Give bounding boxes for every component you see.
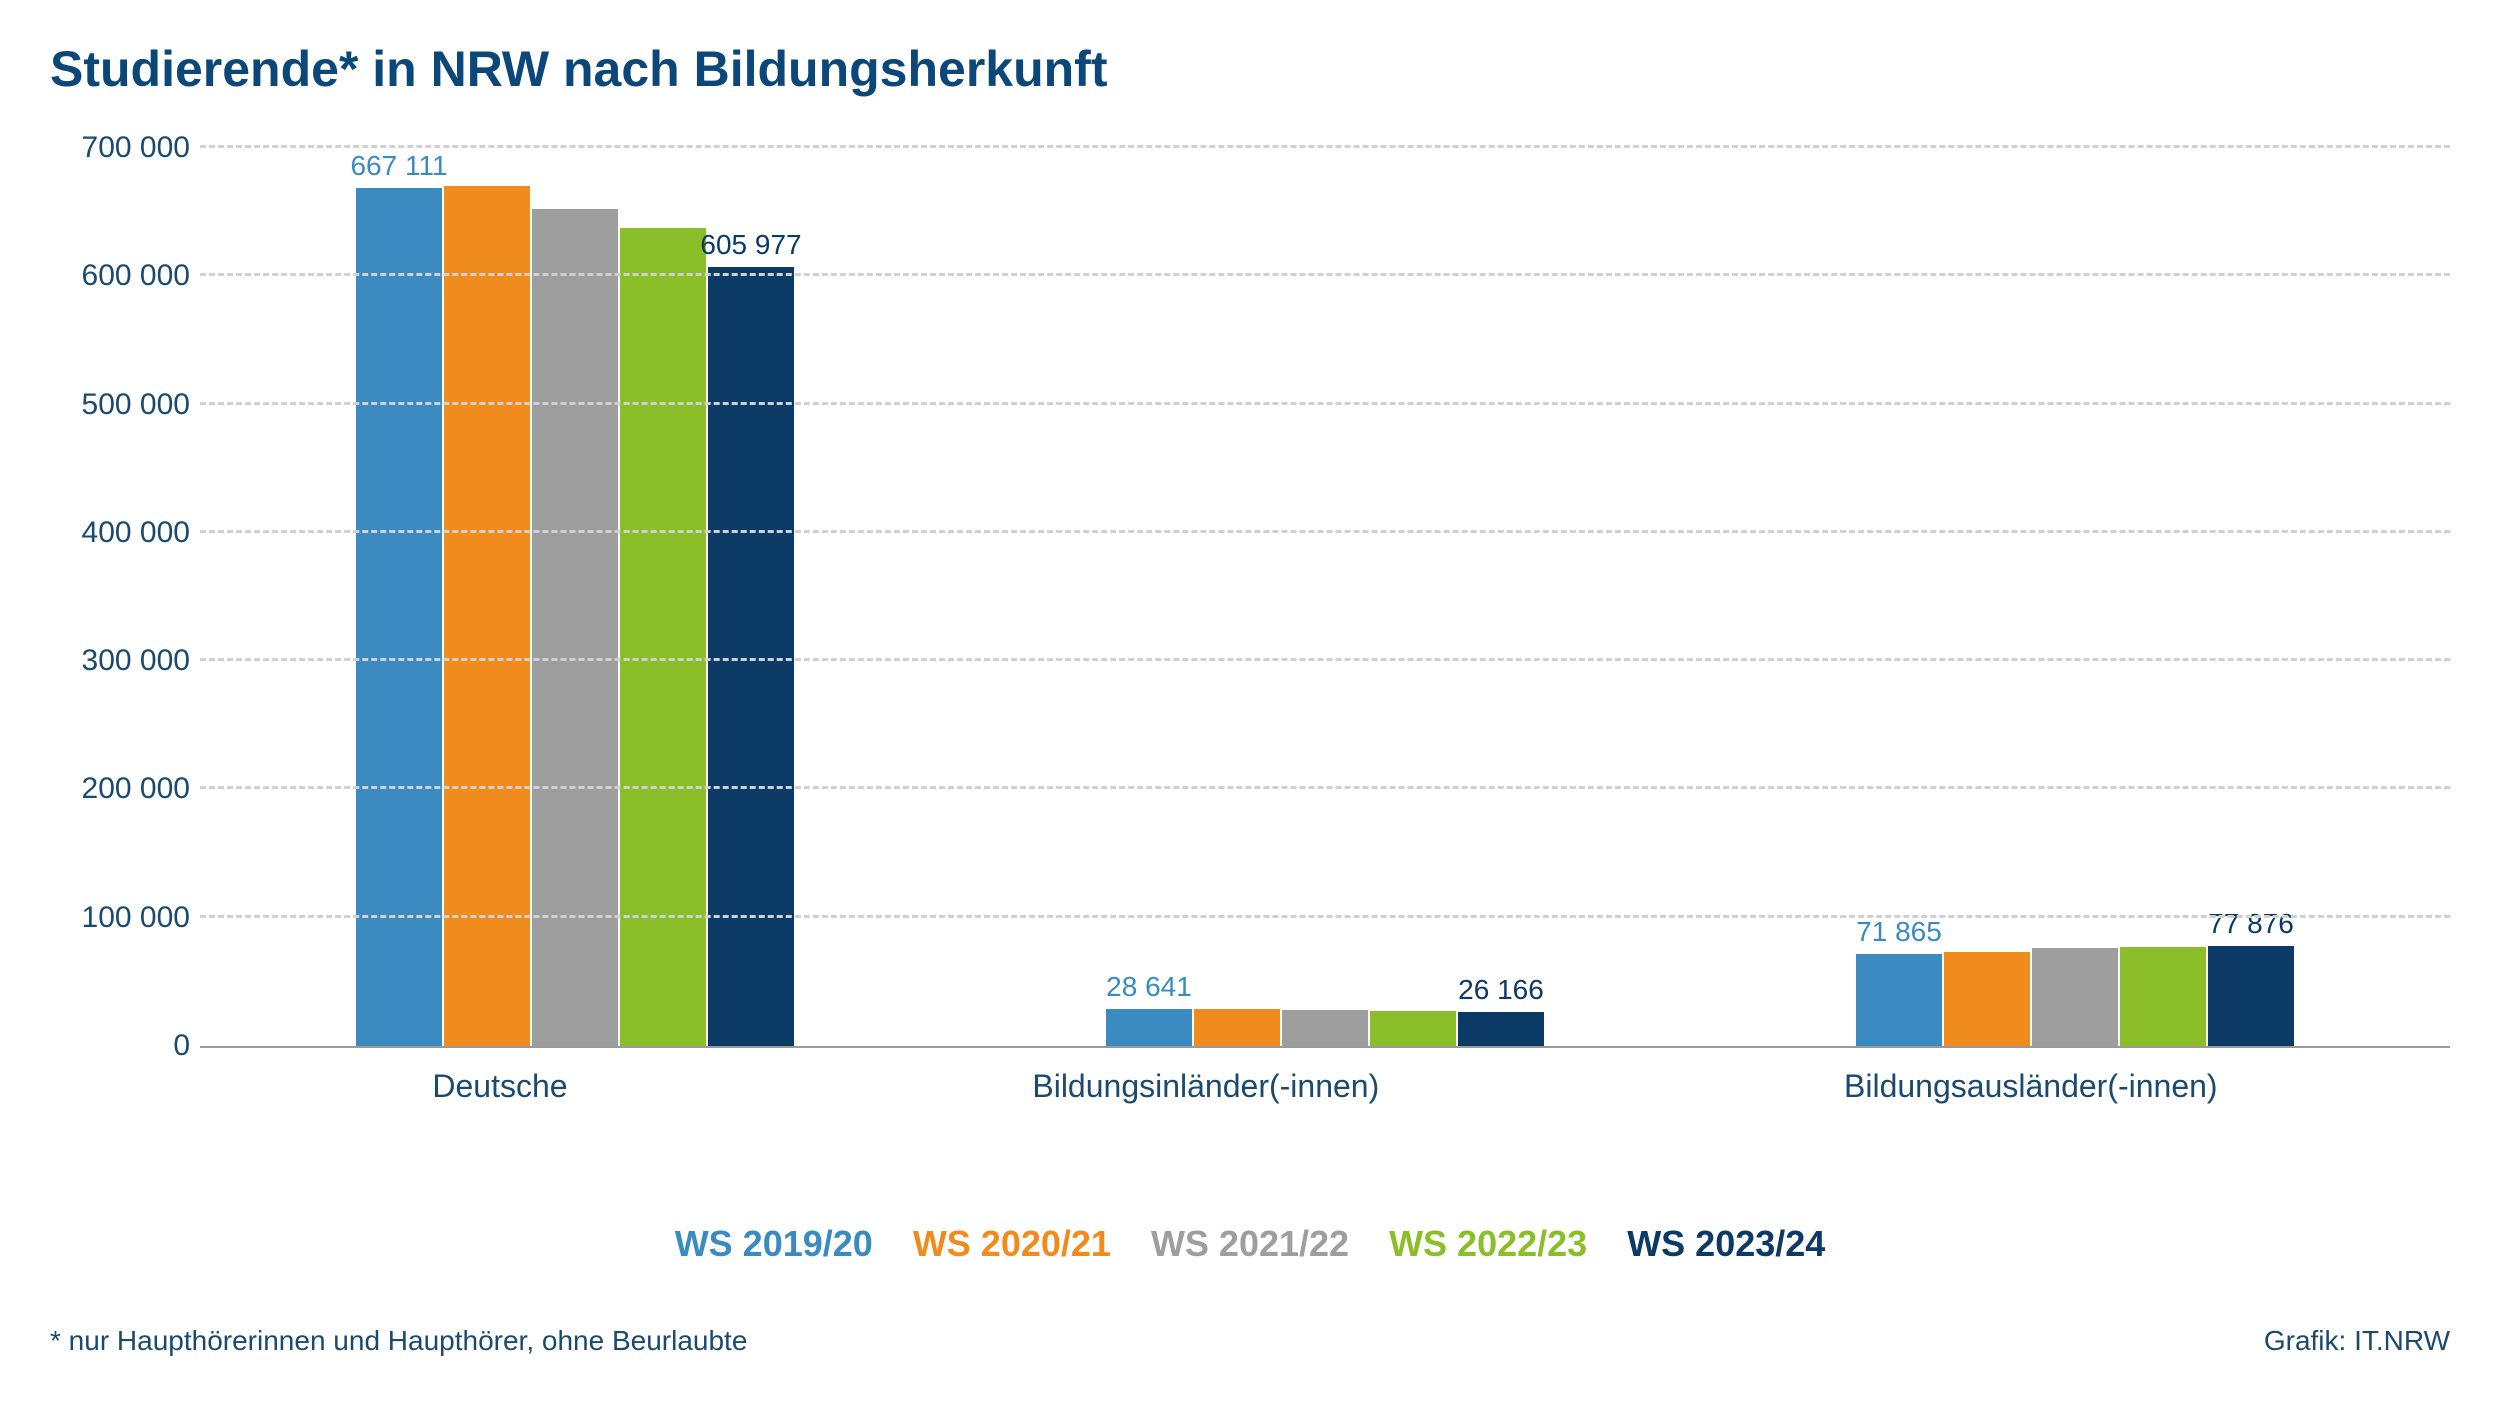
x-axis-labels: Deutsche Bildungsinländer(-innen) Bildungs… — [200, 1068, 2450, 1105]
x-axis-label: Bildungsausländer(-innen) — [1844, 1068, 2218, 1105]
bar-value-label: 71 865 — [1856, 916, 1942, 948]
y-tick-label: 200 000 — [50, 772, 190, 806]
credit: Grafik: IT.NRW — [2264, 1325, 2450, 1357]
bar-value-label: 667 111 — [350, 150, 447, 182]
gridline — [200, 786, 2450, 789]
y-tick-label: 300 000 — [50, 644, 190, 678]
chart-title: Studierende* in NRW nach Bildungsherkunf… — [50, 40, 2450, 98]
legend: WS 2019/20 WS 2020/21 WS 2021/22 WS 2022/23… — [50, 1223, 2450, 1265]
y-tick-label: 600 000 — [50, 259, 190, 293]
footnote: * nur Haupthörerinnen und Haupthörer, oh… — [50, 1325, 747, 1357]
bar: 26 166 — [1458, 1012, 1544, 1046]
legend-item: WS 2023/24 — [1627, 1223, 1825, 1265]
gridline — [200, 915, 2450, 918]
y-tick-label: 0 — [50, 1029, 190, 1063]
bar-value-label: 605 977 — [700, 229, 801, 261]
bar-value-label: 28 641 — [1106, 971, 1192, 1003]
footer: * nur Haupthörerinnen und Haupthörer, oh… — [50, 1325, 2450, 1357]
bar: 28 641 — [1106, 1009, 1192, 1046]
bar — [620, 228, 706, 1046]
gridline — [200, 658, 2450, 661]
gridline — [200, 145, 2450, 148]
gridline — [200, 273, 2450, 276]
legend-item: WS 2022/23 — [1389, 1223, 1587, 1265]
bar — [2032, 948, 2118, 1046]
bar-value-label: 26 166 — [1458, 974, 1544, 1006]
x-axis-label: Deutsche — [432, 1068, 567, 1105]
y-tick-label: 100 000 — [50, 901, 190, 935]
plot-area: 667 111605 97728 64126 16671 86577 876 0… — [200, 148, 2450, 1048]
bar-group: 28 641 26 166 — [1106, 1009, 1544, 1046]
legend-item: WS 2021/22 — [1151, 1223, 1349, 1265]
y-tick-label: 500 000 — [50, 388, 190, 422]
chart-area: 667 111 605 977 28 641 26 166 71 865 77 876 0… — [50, 148, 2450, 1168]
bar — [532, 209, 618, 1046]
bar — [1194, 1009, 1280, 1046]
bar: 77 876 — [2208, 946, 2294, 1046]
bar: 605 977 — [708, 267, 794, 1046]
gridline — [200, 402, 2450, 405]
x-axis-label: Bildungsinländer(-innen) — [1032, 1068, 1379, 1105]
bar — [1282, 1010, 1368, 1046]
bar — [1944, 952, 2030, 1047]
bar: 71 865 — [1856, 954, 1942, 1046]
gridline — [200, 530, 2450, 533]
bar-group: 71 865 77 876 — [1856, 946, 2294, 1046]
bar-value-label: 77 876 — [2208, 908, 2294, 940]
bar-groups: 667 111 605 977 28 641 26 166 71 865 77 876 — [200, 148, 2450, 1046]
legend-item: WS 2020/21 — [913, 1223, 1111, 1265]
legend-item: WS 2019/20 — [675, 1223, 873, 1265]
y-tick-label: 400 000 — [50, 516, 190, 550]
y-tick-label: 700 000 — [50, 131, 190, 165]
bar — [1370, 1011, 1456, 1046]
bar — [2120, 947, 2206, 1046]
